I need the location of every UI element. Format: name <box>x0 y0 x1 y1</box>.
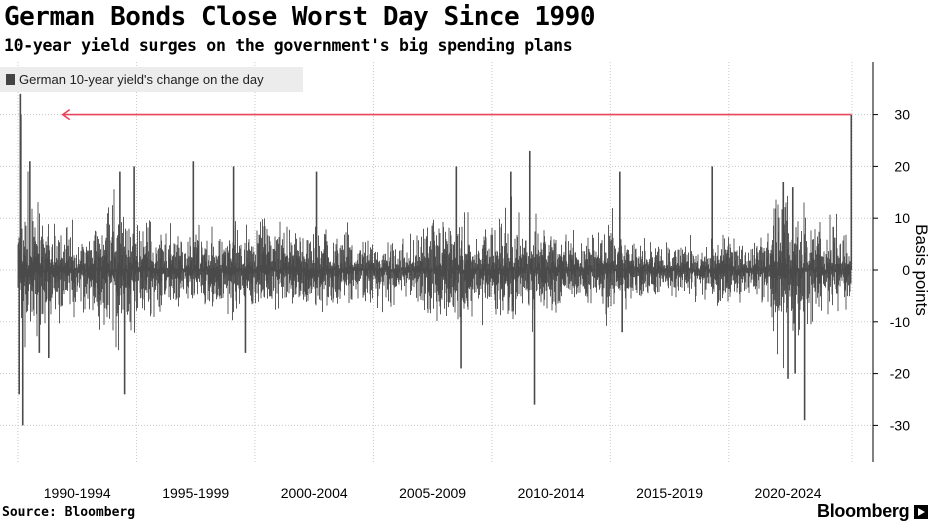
x-tick-label: 2005-2009 <box>399 485 466 501</box>
y-tick-label: 20 <box>894 158 910 174</box>
y-tick-label: -20 <box>890 366 910 382</box>
chart-title: German Bonds Close Worst Day Since 1990 <box>4 2 595 32</box>
chart-subtitle: 10-year yield surges on the government's… <box>4 36 573 55</box>
y-tick-label: 30 <box>894 107 910 123</box>
legend-swatch <box>6 74 15 85</box>
y-tick-label: -30 <box>890 417 910 433</box>
gridlines <box>0 62 873 462</box>
x-tick-label: 2020-2024 <box>755 485 822 501</box>
axes: 30 20 10 0 -10 -20 -30 1990-1994 1995-1999 2000-2… <box>44 62 931 501</box>
annotation-arrow-head <box>61 108 71 121</box>
legend[interactable]: German 10-year yield's change on the day <box>0 67 303 92</box>
brand-logo[interactable]: Bloomberg <box>817 501 910 521</box>
bar-series <box>17 171 852 369</box>
legend-label: German 10-year yield's change on the day <box>19 72 264 87</box>
daily-change-bars <box>17 93 853 426</box>
source-note: Source: Bloomberg <box>2 505 136 520</box>
x-tick-label: 2000-2004 <box>281 485 348 501</box>
y-tick-label: 10 <box>894 210 910 226</box>
x-tick-label: 1995-1999 <box>162 485 229 501</box>
x-tick-label: 2010-2014 <box>518 485 585 501</box>
arrow-annotation <box>61 108 852 121</box>
x-tick-label: 1990-1994 <box>44 485 111 501</box>
x-tick-label: 2015-2019 <box>636 485 703 501</box>
y-axis-label: Basis points <box>912 224 931 316</box>
y-tick-label: -10 <box>890 314 910 330</box>
bloomberg-square-icon[interactable] <box>914 504 928 520</box>
y-tick-label: 0 <box>902 262 910 278</box>
